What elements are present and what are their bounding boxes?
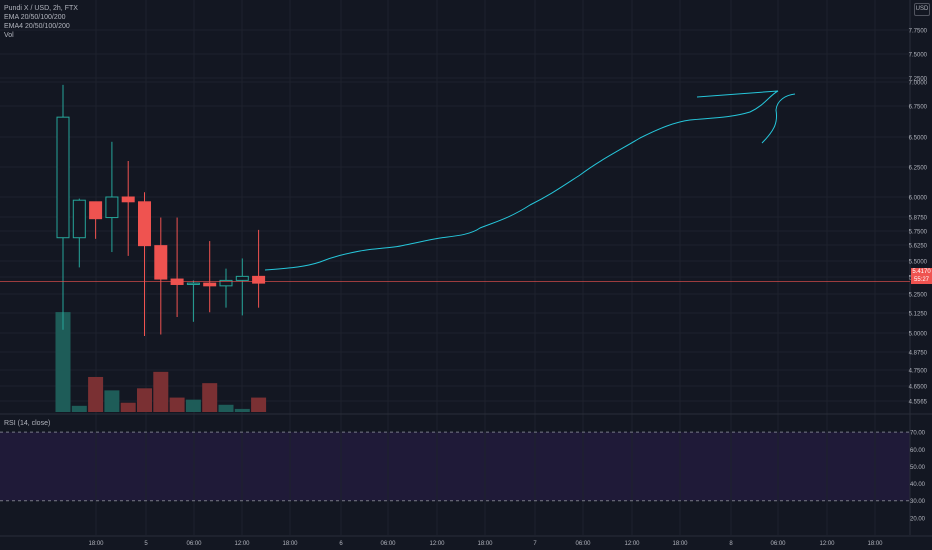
time-axis-label: 18:00 xyxy=(282,541,298,547)
candle-body xyxy=(186,282,200,285)
time-axis-label: 7 xyxy=(533,541,537,547)
candle-body xyxy=(219,279,233,287)
rsi-axis-label: 40.00 xyxy=(910,482,926,488)
price-axis-label: 6.7500 xyxy=(909,105,928,111)
indicator-ema[interactable]: EMA 20/50/100/200 xyxy=(4,14,66,21)
price-axis-label: 7.0000 xyxy=(909,81,928,87)
candle-body xyxy=(203,282,217,287)
volume-bar xyxy=(153,371,169,412)
symbol-title[interactable]: Pundi X / USD, 2h, FTX xyxy=(4,5,78,12)
candle-body xyxy=(235,275,249,281)
volume-bar xyxy=(88,376,104,412)
rsi-axis-label: 60.00 xyxy=(910,448,926,454)
price-axis-label: 6.2500 xyxy=(909,166,928,172)
price-axis-label: 5.7500 xyxy=(909,230,928,236)
volume-bar xyxy=(169,397,185,412)
projection-arrow[interactable] xyxy=(761,93,796,144)
volume-bar xyxy=(202,383,218,412)
candle-body xyxy=(170,278,184,285)
currency-button[interactable]: USD xyxy=(914,3,930,16)
time-axis-label: 8 xyxy=(729,541,733,547)
price-axis-label: 5.6250 xyxy=(909,244,928,250)
last-price-tag: 5.4170 55:27 xyxy=(911,268,932,284)
price-axis-label: 6.0000 xyxy=(909,196,928,202)
indicator-volume[interactable]: Vol xyxy=(4,32,14,39)
candle[interactable] xyxy=(252,229,266,308)
volume-bar xyxy=(185,399,201,412)
time-axis-label: 06:00 xyxy=(575,541,591,547)
price-axis-label: 7.2500 xyxy=(909,77,928,83)
rsi-axis-label: 30.00 xyxy=(910,499,926,505)
price-axis-label: 5.0000 xyxy=(909,332,928,338)
last-price-value: 5.4170 xyxy=(912,269,931,275)
price-axis-label: 5.8750 xyxy=(909,216,928,222)
time-axis[interactable]: 18:00 5 06:00 12:00 18:00 6 06:00 12:00 18:00 7 06… xyxy=(88,541,883,547)
price-axis-label: 5.2500 xyxy=(909,293,928,299)
candle[interactable] xyxy=(170,217,184,317)
candle-body xyxy=(72,199,86,239)
candle-body xyxy=(105,196,119,219)
volume-bar xyxy=(104,390,120,412)
candle[interactable] xyxy=(203,241,217,313)
price-axis-label: 7.7500 xyxy=(909,29,928,35)
price-axis-label: 6.5000 xyxy=(909,136,928,142)
candle[interactable] xyxy=(219,268,233,308)
volume-bar xyxy=(218,404,234,412)
price-axis-label: 4.8750 xyxy=(909,351,928,357)
candle-body xyxy=(154,245,168,280)
price-axis-label: 4.7500 xyxy=(909,369,928,375)
time-axis-label: 18:00 xyxy=(867,541,883,547)
rsi-axis-label: 20.00 xyxy=(910,516,926,522)
candle[interactable] xyxy=(89,201,103,239)
time-axis-label: 18:00 xyxy=(88,541,104,547)
candle[interactable] xyxy=(72,198,86,268)
rsi-band xyxy=(0,432,910,501)
candle[interactable] xyxy=(56,84,70,330)
time-axis-label: 6 xyxy=(339,541,343,547)
price-axis-label: 4.6500 xyxy=(909,385,928,391)
candle[interactable] xyxy=(235,258,249,316)
chart-legend: Pundi X / USD, 2h, FTX EMA 20/50/100/200… xyxy=(4,4,78,40)
bar-countdown: 55:27 xyxy=(913,277,929,283)
candle-body xyxy=(252,275,266,284)
candle-body xyxy=(121,196,135,203)
rsi-axis[interactable]: 70.00 60.00 50.00 40.00 30.00 20.00 xyxy=(910,431,926,523)
time-axis-label: 18:00 xyxy=(477,541,493,547)
candle[interactable] xyxy=(121,161,135,256)
candle-body xyxy=(138,201,151,247)
time-axis-label: 12:00 xyxy=(624,541,640,547)
time-axis-label: 06:00 xyxy=(380,541,396,547)
candle[interactable] xyxy=(154,217,168,335)
time-axis-label: 12:00 xyxy=(234,541,250,547)
rsi-axis-label: 50.00 xyxy=(910,465,926,471)
time-axis-label: 06:00 xyxy=(770,541,786,547)
volume-bar xyxy=(137,388,152,412)
candle-body xyxy=(89,201,103,220)
candle-body xyxy=(56,116,70,239)
price-axis-label: 4.5565 xyxy=(909,400,928,406)
time-axis-label: 06:00 xyxy=(186,541,202,547)
projection-drawing[interactable] xyxy=(264,90,779,271)
time-axis-label: 18:00 xyxy=(672,541,688,547)
volume-bar xyxy=(55,312,71,412)
time-axis-label: 12:00 xyxy=(819,541,835,547)
volume-bar xyxy=(71,405,87,412)
time-axis-label: 12:00 xyxy=(429,541,445,547)
volume-bar xyxy=(234,408,250,412)
price-axis-label: 7.5000 xyxy=(909,53,928,59)
rsi-pane-label[interactable]: RSI (14, close) xyxy=(4,420,51,427)
indicator-ema4[interactable]: EMA4 20/50/100/200 xyxy=(4,23,70,30)
time-axis-label: 5 xyxy=(144,541,148,547)
price-axis-label: 5.5000 xyxy=(909,260,928,266)
rsi-axis-label: 70.00 xyxy=(910,431,926,437)
candle[interactable] xyxy=(105,141,119,253)
volume-bar xyxy=(251,397,267,412)
price-axis-label: 5.1250 xyxy=(909,312,928,318)
candle[interactable] xyxy=(138,192,151,337)
volume-bar xyxy=(120,402,136,412)
candle[interactable] xyxy=(186,280,200,322)
